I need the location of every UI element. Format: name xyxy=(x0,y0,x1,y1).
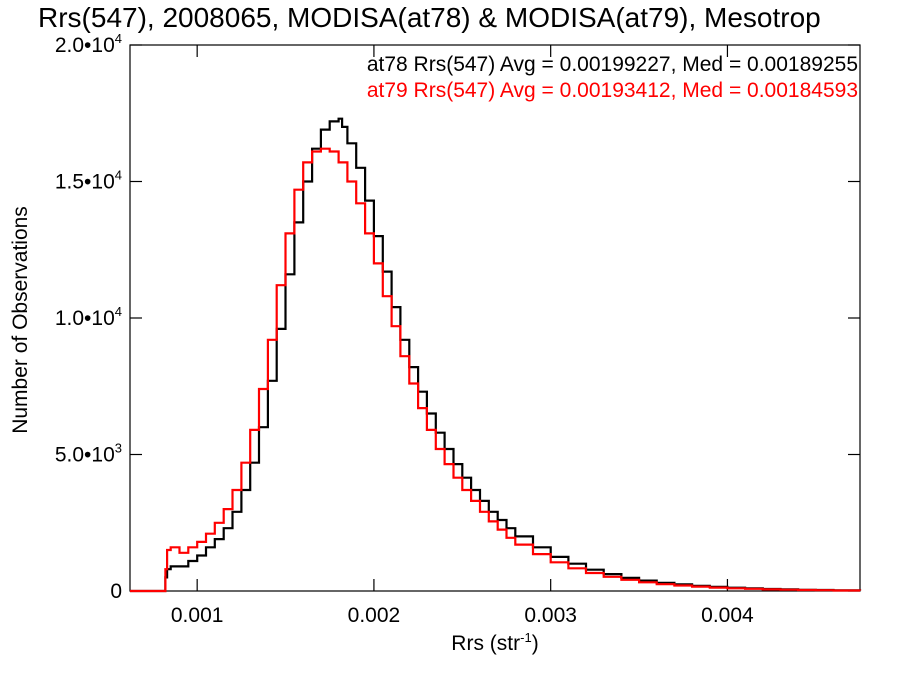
y-tick-label: 1.0•104 xyxy=(55,304,122,330)
stats-annotation: at79 Rrs(547) Avg = 0.00193412, Med = 0.… xyxy=(367,79,858,102)
y-tick-label: 5.0•103 xyxy=(55,441,122,467)
y-tick-label: 0 xyxy=(110,580,122,603)
series-layer xyxy=(130,117,862,593)
y-axis-label: Number of Observations xyxy=(9,206,32,434)
y-axis: 0 5.0•103 1.0•104 1.5•104 2.0•104 xyxy=(55,31,860,603)
x-tick-label: 0.004 xyxy=(701,604,754,627)
x-axis: 0.001 0.002 0.003 0.004 xyxy=(171,45,754,627)
x-tick-label: 0.003 xyxy=(524,604,577,627)
plot-frame xyxy=(129,44,861,592)
chart-title: Rrs(547), 2008065, MODISA(at78) & MODISA… xyxy=(38,2,821,33)
series-at79-line xyxy=(130,147,862,593)
annotation-layer: at78 Rrs(547) Avg = 0.00199227, Med = 0.… xyxy=(367,53,858,102)
x-tick-label: 0.001 xyxy=(171,604,224,627)
y-tick-label: 2.0•104 xyxy=(55,31,122,57)
y-tick-label: 1.5•104 xyxy=(55,168,122,194)
stats-annotation: at78 Rrs(547) Avg = 0.00199227, Med = 0.… xyxy=(367,53,858,76)
x-axis-label: Rrs (str-1) xyxy=(451,630,538,655)
series-at78-line xyxy=(130,117,862,593)
x-tick-label: 0.002 xyxy=(348,604,401,627)
